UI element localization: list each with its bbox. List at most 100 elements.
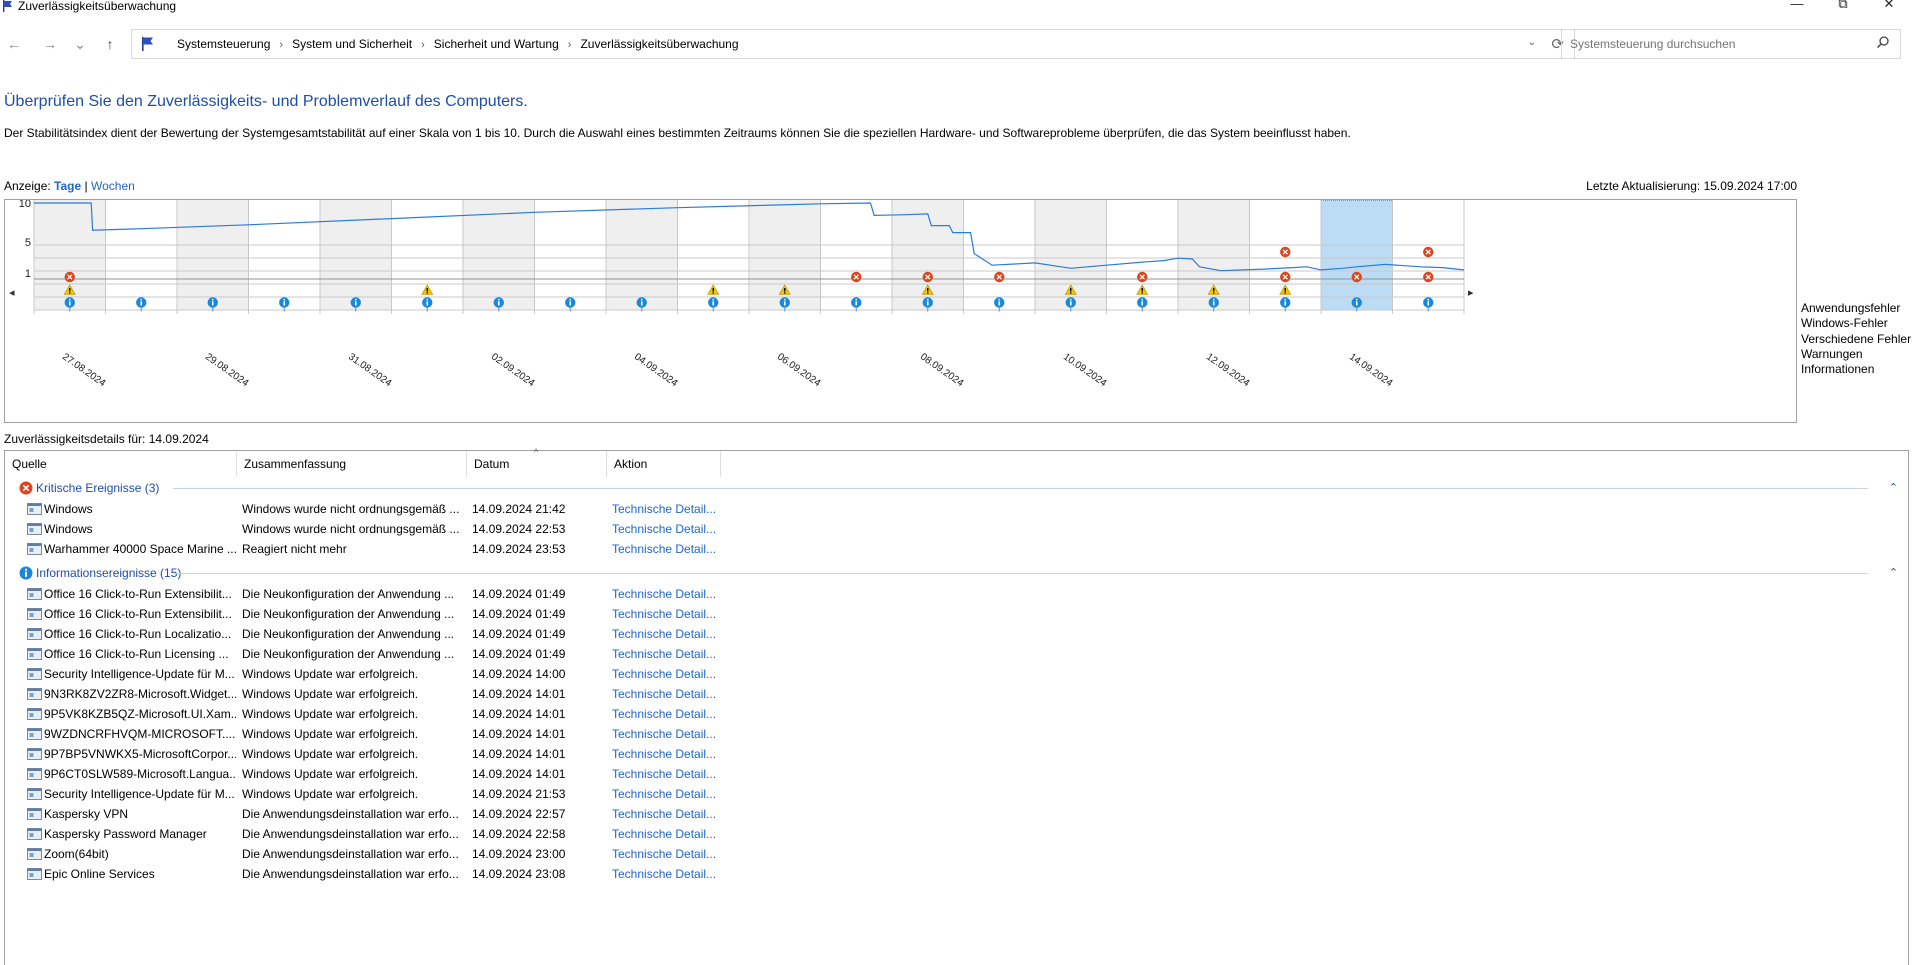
selected-day-highlight[interactable] (1320, 200, 1393, 311)
event-error-icon[interactable] (64, 271, 75, 283)
technical-details-link[interactable]: Technische Detail... (612, 627, 717, 641)
technical-details-link[interactable]: Technische Detail... (612, 542, 717, 556)
event-warn-icon[interactable] (707, 284, 720, 295)
reliability-chart[interactable]: 10 5 1 27.08.2024 29.08.2024 31.08.2024 02.09.… (4, 199, 1797, 423)
event-error-icon[interactable] (922, 271, 933, 283)
event-info-icon[interactable] (1137, 297, 1148, 312)
event-error-icon[interactable] (1137, 271, 1148, 283)
event-info-icon[interactable] (1065, 297, 1076, 312)
event-info-icon[interactable] (708, 297, 719, 312)
event-info-icon[interactable] (994, 297, 1005, 312)
collapse-group-icon[interactable]: ⌃ (1888, 482, 1898, 494)
chart-scroll-left-button[interactable]: ◂ (9, 287, 15, 299)
back-button[interactable]: ← (7, 36, 21, 52)
column-header-source[interactable]: Quelle (5, 451, 237, 477)
event-warn-icon[interactable] (1136, 284, 1149, 295)
refresh-icon[interactable]: ⟳ (1551, 36, 1564, 53)
event-error-icon[interactable] (1423, 246, 1434, 258)
technical-details-link[interactable]: Technische Detail... (612, 687, 717, 701)
close-button[interactable]: ✕ (1883, 0, 1895, 11)
event-error-icon[interactable] (1280, 271, 1291, 283)
event-info-icon[interactable] (422, 297, 433, 312)
recent-locations-button[interactable]: ⌄ (74, 36, 86, 52)
forward-button[interactable]: → (43, 36, 57, 52)
event-warn-icon[interactable] (421, 284, 434, 295)
technical-details-link[interactable]: Technische Detail... (612, 807, 717, 821)
table-row[interactable]: Office 16 Click-to-Run Extensibilit... Di… (5, 604, 805, 624)
chart-scroll-right-button[interactable]: ▸ (1468, 287, 1474, 299)
technical-details-link[interactable]: Technische Detail... (612, 827, 717, 841)
event-info-icon[interactable] (1280, 297, 1291, 312)
technical-details-link[interactable]: Technische Detail... (612, 847, 717, 861)
view-weeks-link[interactable]: Wochen (90, 179, 135, 193)
technical-details-link[interactable]: Technische Detail... (612, 767, 717, 781)
column-header-action[interactable]: Aktion (607, 451, 721, 477)
event-info-icon[interactable] (493, 297, 504, 312)
event-info-icon[interactable] (922, 297, 933, 312)
breadcrumb-item[interactable]: Zuverlässigkeitsüberwachung (580, 37, 739, 51)
table-row[interactable]: Windows Windows wurde nicht ordnungsgemäß… (5, 499, 805, 519)
event-info-icon[interactable] (1423, 297, 1434, 312)
search-box[interactable] (1561, 29, 1901, 59)
event-info-icon[interactable] (779, 297, 790, 312)
table-row[interactable]: Office 16 Click-to-Run Licensing ... Die … (5, 644, 805, 664)
technical-details-link[interactable]: Technische Detail... (612, 607, 717, 621)
technical-details-link[interactable]: Technische Detail... (612, 522, 717, 536)
group-header-info[interactable]: Informationsereignisse (15) ⌃ (13, 564, 1898, 582)
table-row[interactable]: 9P6CT0SLW589-Microsoft.Langua... Windows … (5, 764, 805, 784)
event-warn-icon[interactable] (1279, 284, 1292, 295)
search-icon[interactable] (1876, 35, 1890, 49)
event-info-icon[interactable] (350, 297, 361, 312)
table-row[interactable]: Kaspersky Password Manager Die Anwendungs… (5, 824, 805, 844)
event-info-icon[interactable] (851, 297, 862, 312)
column-header-summary[interactable]: Zusammenfassung (237, 451, 467, 477)
maximize-button[interactable]: ⧉ (1838, 0, 1848, 11)
table-row[interactable]: 9N3RK8ZV2ZR8-Microsoft.Widget... Windows … (5, 684, 805, 704)
table-row[interactable]: Security Intelligence-Update für M... Win… (5, 784, 805, 804)
breadcrumb-item[interactable]: Systemsteuerung (177, 37, 271, 51)
table-row[interactable]: Security Intelligence-Update für M... Win… (5, 664, 805, 684)
event-error-icon[interactable] (1351, 271, 1362, 283)
breadcrumb-item[interactable]: Sicherheit und Wartung (433, 37, 559, 51)
event-warn-icon[interactable] (63, 284, 76, 295)
event-error-icon[interactable] (851, 271, 862, 283)
event-error-icon[interactable] (1280, 246, 1291, 258)
event-error-icon[interactable] (1423, 271, 1434, 283)
event-warn-icon[interactable] (921, 284, 934, 295)
table-row[interactable]: 9P7BP5VNWKX5-MicrosoftCorpor... Windows U… (5, 744, 805, 764)
event-info-icon[interactable] (64, 297, 75, 312)
technical-details-link[interactable]: Technische Detail... (612, 747, 717, 761)
event-info-icon[interactable] (565, 297, 576, 312)
minimize-button[interactable]: — (1790, 0, 1804, 11)
event-warn-icon[interactable] (1207, 284, 1220, 295)
event-warn-icon[interactable] (778, 284, 791, 295)
table-row[interactable]: 9WZDNCRFHVQM-MICROSOFT.... Windows Update… (5, 724, 805, 744)
technical-details-link[interactable]: Technische Detail... (612, 587, 717, 601)
group-header-critical[interactable]: Kritische Ereignisse (3) ⌃ (13, 479, 1898, 497)
address-dropdown-icon[interactable]: ⌄ (1527, 37, 1536, 48)
technical-details-link[interactable]: Technische Detail... (612, 727, 717, 741)
event-info-icon[interactable] (1351, 297, 1362, 312)
event-info-icon[interactable] (279, 297, 290, 312)
technical-details-link[interactable]: Technische Detail... (612, 707, 717, 721)
table-row[interactable]: Zoom(64bit) Die Anwendungsdeinstallation … (5, 844, 805, 864)
view-days-link[interactable]: Tage (54, 179, 82, 193)
event-info-icon[interactable] (636, 297, 647, 312)
technical-details-link[interactable]: Technische Detail... (612, 502, 717, 516)
column-header-date[interactable]: Datum (467, 451, 607, 477)
table-row[interactable]: Windows Windows wurde nicht ordnungsgemäß… (5, 519, 805, 539)
technical-details-link[interactable]: Technische Detail... (612, 667, 717, 681)
event-warn-icon[interactable] (1064, 284, 1077, 295)
table-row[interactable]: Kaspersky VPN Die Anwendungsdeinstallatio… (5, 804, 805, 824)
event-info-icon[interactable] (136, 297, 147, 312)
table-row[interactable]: Warhammer 40000 Space Marine ... Reagiert… (5, 539, 805, 559)
collapse-group-icon[interactable]: ⌃ (1888, 567, 1898, 579)
table-row[interactable]: Epic Online Services Die Anwendungsdeinst… (5, 864, 805, 884)
reliability-chart-svg[interactable]: 10 5 1 27.08.2024 29.08.2024 31.08.2024 02.09.… (5, 200, 1798, 424)
table-row[interactable]: 9P5VK8KZB5QZ-Microsoft.UI.Xam... Windows … (5, 704, 805, 724)
event-info-icon[interactable] (1208, 297, 1219, 312)
up-button[interactable]: ↑ (106, 36, 114, 52)
table-row[interactable]: Office 16 Click-to-Run Extensibilit... Di… (5, 584, 805, 604)
event-info-icon[interactable] (207, 297, 218, 312)
technical-details-link[interactable]: Technische Detail... (612, 787, 717, 801)
